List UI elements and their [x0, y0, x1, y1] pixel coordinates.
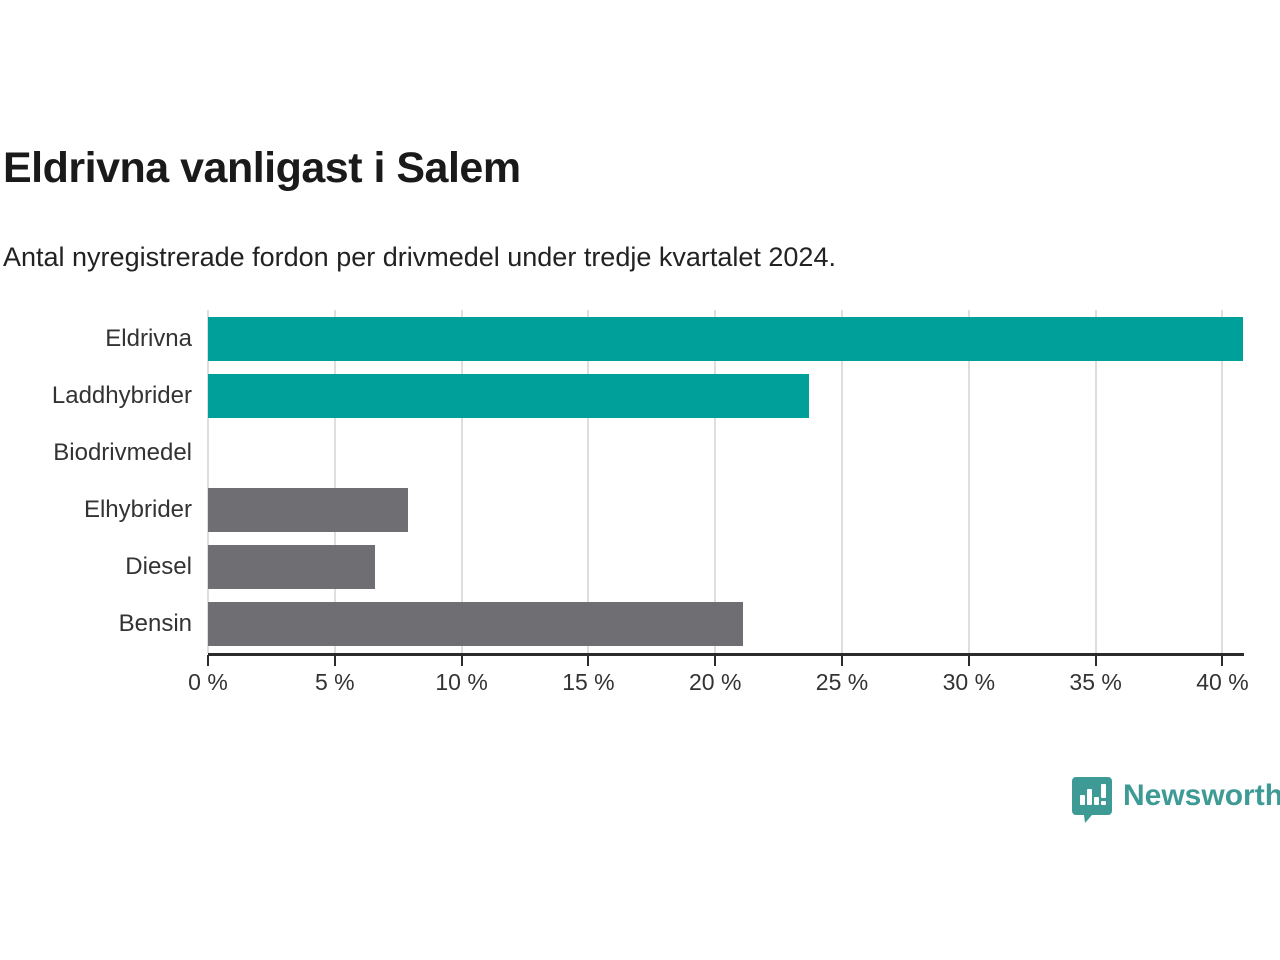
x-tick-label: 25 % [815, 669, 869, 695]
category-label: Diesel [125, 553, 192, 581]
x-tick-mark [714, 655, 717, 666]
category-label: Eldrivna [105, 324, 192, 352]
newsworthy-logo-icon [1072, 776, 1112, 829]
gridline [841, 310, 844, 653]
chart-subtitle: Antal nyregistrerade fordon per drivmede… [3, 242, 836, 272]
gridline [967, 310, 970, 653]
x-tick-label: 15 % [562, 669, 615, 695]
x-tick-label: 35 % [1069, 669, 1122, 695]
gridline [460, 310, 463, 653]
x-tick-label: 0 % [188, 669, 228, 695]
x-tick-mark [460, 655, 463, 666]
newsworthy-logo: Newsworthy [1072, 776, 1280, 829]
gridline [714, 310, 717, 653]
x-tick-mark [1094, 655, 1097, 666]
gridline [587, 310, 590, 653]
newsworthy-logo-text: Newsworthy [1123, 779, 1280, 812]
gridline [1094, 310, 1097, 653]
x-tick-label: 40 % [1196, 669, 1249, 695]
x-tick-mark [587, 655, 590, 666]
x-tick-mark [207, 655, 209, 666]
category-label: Laddhybrider [51, 381, 192, 409]
gridline [207, 310, 209, 653]
x-tick-label: 10 % [435, 669, 488, 695]
bar-laddhybrider [208, 373, 810, 418]
x-tick-mark [1221, 655, 1224, 666]
bar-bensin [208, 602, 744, 647]
chart-title: Eldrivna vanligast i Salem [3, 144, 521, 192]
bar-eldrivna [208, 316, 1243, 361]
gridline [1221, 310, 1224, 653]
x-axis-line [208, 653, 1244, 656]
bar-elhybrider [208, 488, 409, 533]
x-tick-label: 5 % [314, 669, 355, 695]
x-tick-mark [841, 655, 844, 666]
bar-diesel [208, 545, 376, 590]
gridline [333, 310, 336, 653]
category-label: Biodrivmedel [53, 438, 192, 466]
category-label: Elhybrider [83, 496, 192, 524]
x-tick-label: 30 % [942, 669, 996, 695]
category-label: Bensin [118, 610, 192, 638]
x-tick-mark [333, 655, 336, 666]
x-tick-label: 20 % [689, 669, 742, 695]
x-tick-mark [967, 655, 970, 666]
